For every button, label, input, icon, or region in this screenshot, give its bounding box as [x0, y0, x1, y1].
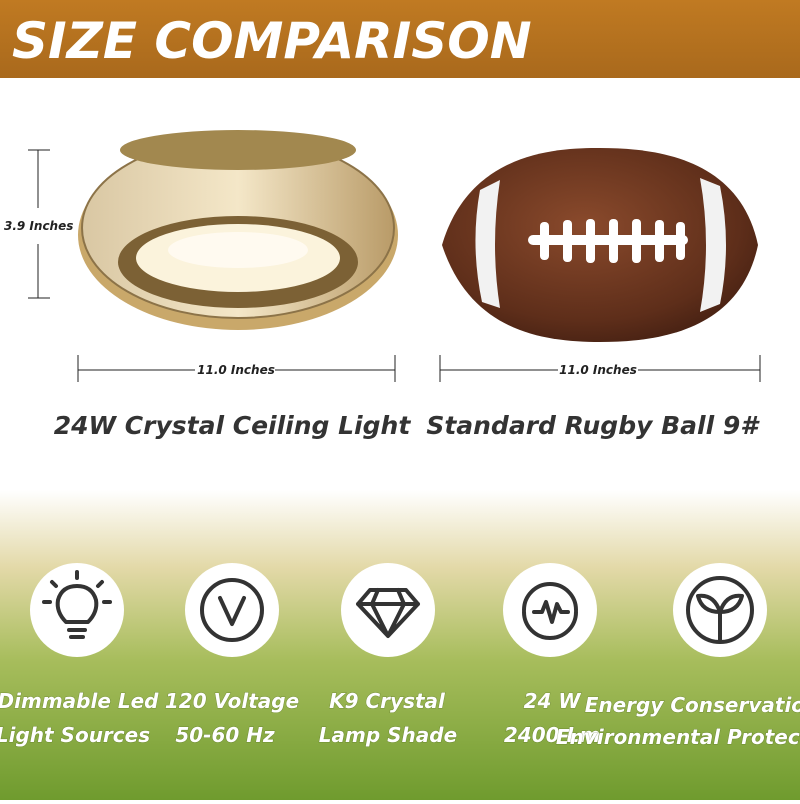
feature-label: Energy Conservation: [585, 693, 800, 717]
feature-icons: [30, 563, 767, 657]
caption: Standard Rugby Ball 9#: [426, 411, 760, 440]
ball-width-label: 11.0 Inches: [559, 363, 637, 377]
height-label: 3.9 Inches: [4, 219, 73, 233]
feature-label: Lamp Shade: [319, 723, 457, 747]
feature-label: 2400 Lm: [504, 723, 600, 747]
rugby-ball: [442, 148, 758, 342]
header-band: [0, 0, 800, 78]
width-label: 11.0 Inches: [197, 363, 275, 377]
feature-labels: Dimmable Led Light Sources 120 Voltage 5…: [0, 689, 800, 750]
feature-label: Environmental Protection: [556, 725, 800, 749]
ball-width-dimension: 11.0 Inches: [439, 355, 761, 382]
feature-label: Light Sources: [0, 723, 150, 747]
height-dimension: 3.9 Inches: [4, 149, 73, 299]
title: SIZE COMPARISON: [12, 12, 532, 70]
feature-label: 120 Voltage: [165, 689, 299, 713]
caption: 24W Crystal Ceiling Light: [54, 411, 412, 440]
feature-label: 24 W: [524, 689, 582, 713]
feature-label: Dimmable Led: [0, 689, 159, 713]
feature-label: K9 Crystal: [329, 689, 446, 713]
width-dimension: 11.0 Inches: [77, 355, 396, 382]
ceiling-light: [78, 130, 398, 330]
feature-label: 50-60 Hz: [175, 723, 275, 747]
